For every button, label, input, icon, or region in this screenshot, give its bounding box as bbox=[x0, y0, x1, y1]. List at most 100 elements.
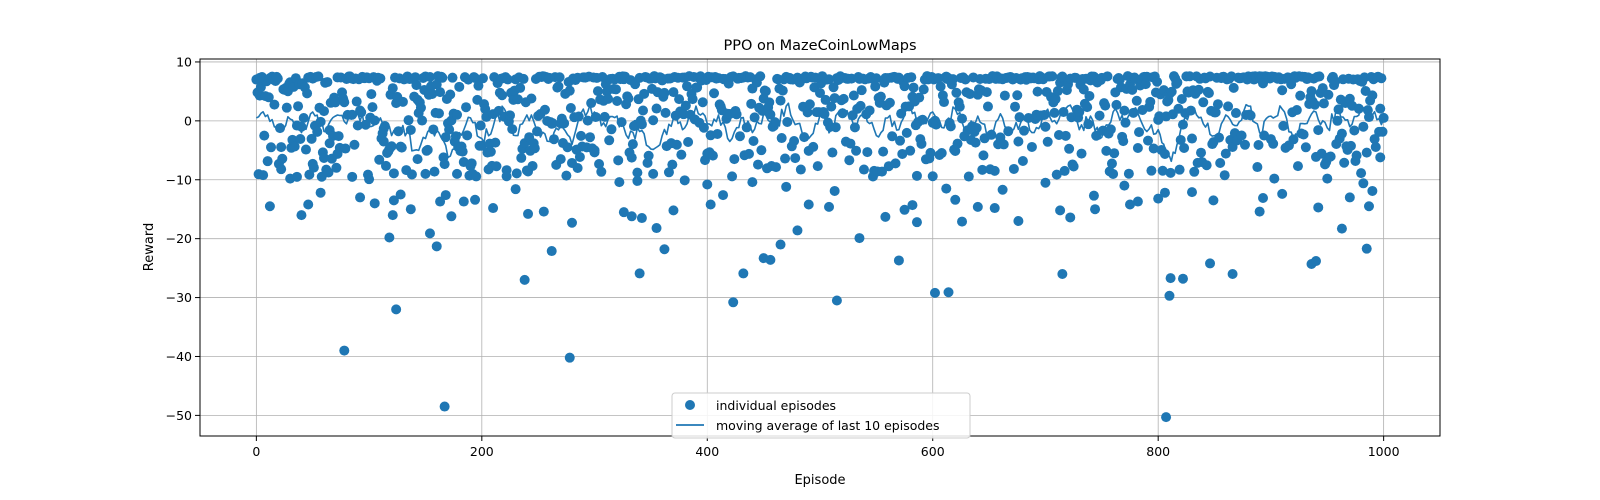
episode-point-outlier bbox=[679, 175, 690, 186]
episode-point bbox=[826, 101, 837, 112]
episode-point bbox=[671, 139, 682, 150]
episode-point-outlier bbox=[387, 210, 398, 221]
episode-point-outlier bbox=[1057, 269, 1068, 280]
episode-point-outlier bbox=[854, 233, 865, 244]
episode-point bbox=[765, 109, 776, 120]
episode-point bbox=[1278, 120, 1289, 131]
episode-point bbox=[351, 96, 362, 107]
episode-point-outlier bbox=[420, 168, 431, 179]
episode-point bbox=[884, 97, 895, 108]
episode-point bbox=[339, 97, 350, 108]
episode-point bbox=[547, 118, 558, 129]
episode-point-outlier bbox=[989, 203, 1000, 214]
episode-point bbox=[648, 115, 659, 126]
episode-point bbox=[1074, 107, 1085, 118]
scatter-series bbox=[251, 71, 1389, 423]
episode-point-outlier bbox=[941, 183, 952, 194]
episode-point bbox=[632, 167, 643, 178]
episode-point bbox=[277, 153, 288, 164]
episode-point bbox=[957, 113, 968, 124]
episode-point bbox=[518, 73, 529, 84]
episode-point bbox=[289, 141, 300, 152]
episode-point bbox=[1179, 143, 1190, 154]
episode-point-outlier bbox=[803, 199, 814, 210]
x-axis-label: Episode bbox=[794, 473, 845, 488]
episode-point bbox=[1375, 103, 1386, 114]
episode-point bbox=[1157, 165, 1168, 176]
episode-point bbox=[945, 121, 956, 132]
episode-point bbox=[626, 152, 637, 163]
episode-point bbox=[417, 115, 428, 126]
episode-point-outlier bbox=[1378, 112, 1389, 123]
episode-point bbox=[1367, 90, 1378, 101]
episode-point bbox=[977, 164, 988, 175]
episode-point bbox=[1032, 86, 1043, 97]
episode-point bbox=[1064, 143, 1075, 154]
episode-point-outlier bbox=[307, 158, 318, 169]
episode-point bbox=[374, 154, 385, 165]
episode-point bbox=[916, 138, 927, 149]
episode-point-outlier bbox=[276, 164, 287, 175]
x-tick-label: 600 bbox=[921, 444, 945, 459]
episode-point bbox=[815, 87, 825, 98]
episode-point bbox=[258, 170, 269, 181]
episode-point bbox=[1203, 88, 1214, 99]
x-tick-label: 0 bbox=[252, 444, 260, 459]
episode-point bbox=[887, 131, 898, 142]
episode-point-outlier bbox=[446, 211, 457, 222]
episode-point bbox=[406, 169, 417, 180]
episode-point-outlier bbox=[1187, 187, 1197, 198]
legend-box bbox=[671, 392, 971, 439]
episode-point bbox=[963, 171, 974, 182]
episode-point-outlier bbox=[510, 184, 521, 195]
episode-point bbox=[1230, 108, 1241, 119]
episode-point bbox=[476, 140, 487, 151]
episode-point bbox=[1288, 134, 1299, 145]
episode-point bbox=[1323, 89, 1334, 100]
episode-point bbox=[663, 167, 674, 178]
episode-point-outlier bbox=[1177, 273, 1188, 284]
episode-point bbox=[1300, 142, 1311, 153]
episode-point bbox=[403, 115, 414, 126]
episode-point bbox=[901, 127, 912, 138]
episode-point bbox=[505, 110, 515, 121]
episode-point bbox=[668, 87, 679, 98]
episode-point bbox=[582, 115, 593, 126]
episode-point-outlier bbox=[636, 213, 647, 224]
y-tick-label: −40 bbox=[166, 349, 192, 364]
episode-point bbox=[1193, 84, 1204, 95]
episode-point bbox=[433, 108, 444, 119]
episode-point bbox=[627, 139, 638, 150]
episode-point bbox=[386, 141, 397, 152]
episode-point bbox=[989, 165, 1000, 176]
episode-point bbox=[623, 93, 634, 104]
episode-point bbox=[1102, 71, 1113, 82]
episode-point bbox=[281, 102, 292, 113]
episode-point bbox=[527, 160, 538, 171]
episode-point-outlier bbox=[332, 148, 343, 159]
episode-point bbox=[429, 166, 440, 177]
episode-point-outlier bbox=[355, 192, 366, 203]
episode-point bbox=[776, 133, 787, 144]
episode-point bbox=[1339, 157, 1350, 168]
episode-point bbox=[1196, 147, 1207, 158]
episode-point bbox=[462, 130, 473, 141]
episode-point-outlier bbox=[943, 287, 954, 298]
episode-point bbox=[1146, 165, 1157, 176]
episode-point bbox=[981, 87, 992, 98]
episode-point bbox=[445, 89, 456, 100]
episode-point bbox=[422, 144, 433, 155]
episode-point bbox=[1049, 107, 1060, 118]
episode-point bbox=[878, 146, 889, 157]
episode-point-outlier bbox=[589, 145, 600, 156]
episode-point-outlier bbox=[1344, 192, 1355, 203]
episode-point-outlier bbox=[538, 206, 549, 217]
episode-point bbox=[352, 120, 363, 131]
episode-point bbox=[444, 124, 455, 135]
episode-point bbox=[918, 84, 929, 95]
episode-point bbox=[1318, 98, 1329, 109]
episode-point bbox=[473, 80, 484, 91]
episode-point bbox=[1236, 130, 1247, 141]
x-tick-label: 400 bbox=[695, 444, 719, 459]
episode-point-outlier bbox=[501, 171, 512, 182]
